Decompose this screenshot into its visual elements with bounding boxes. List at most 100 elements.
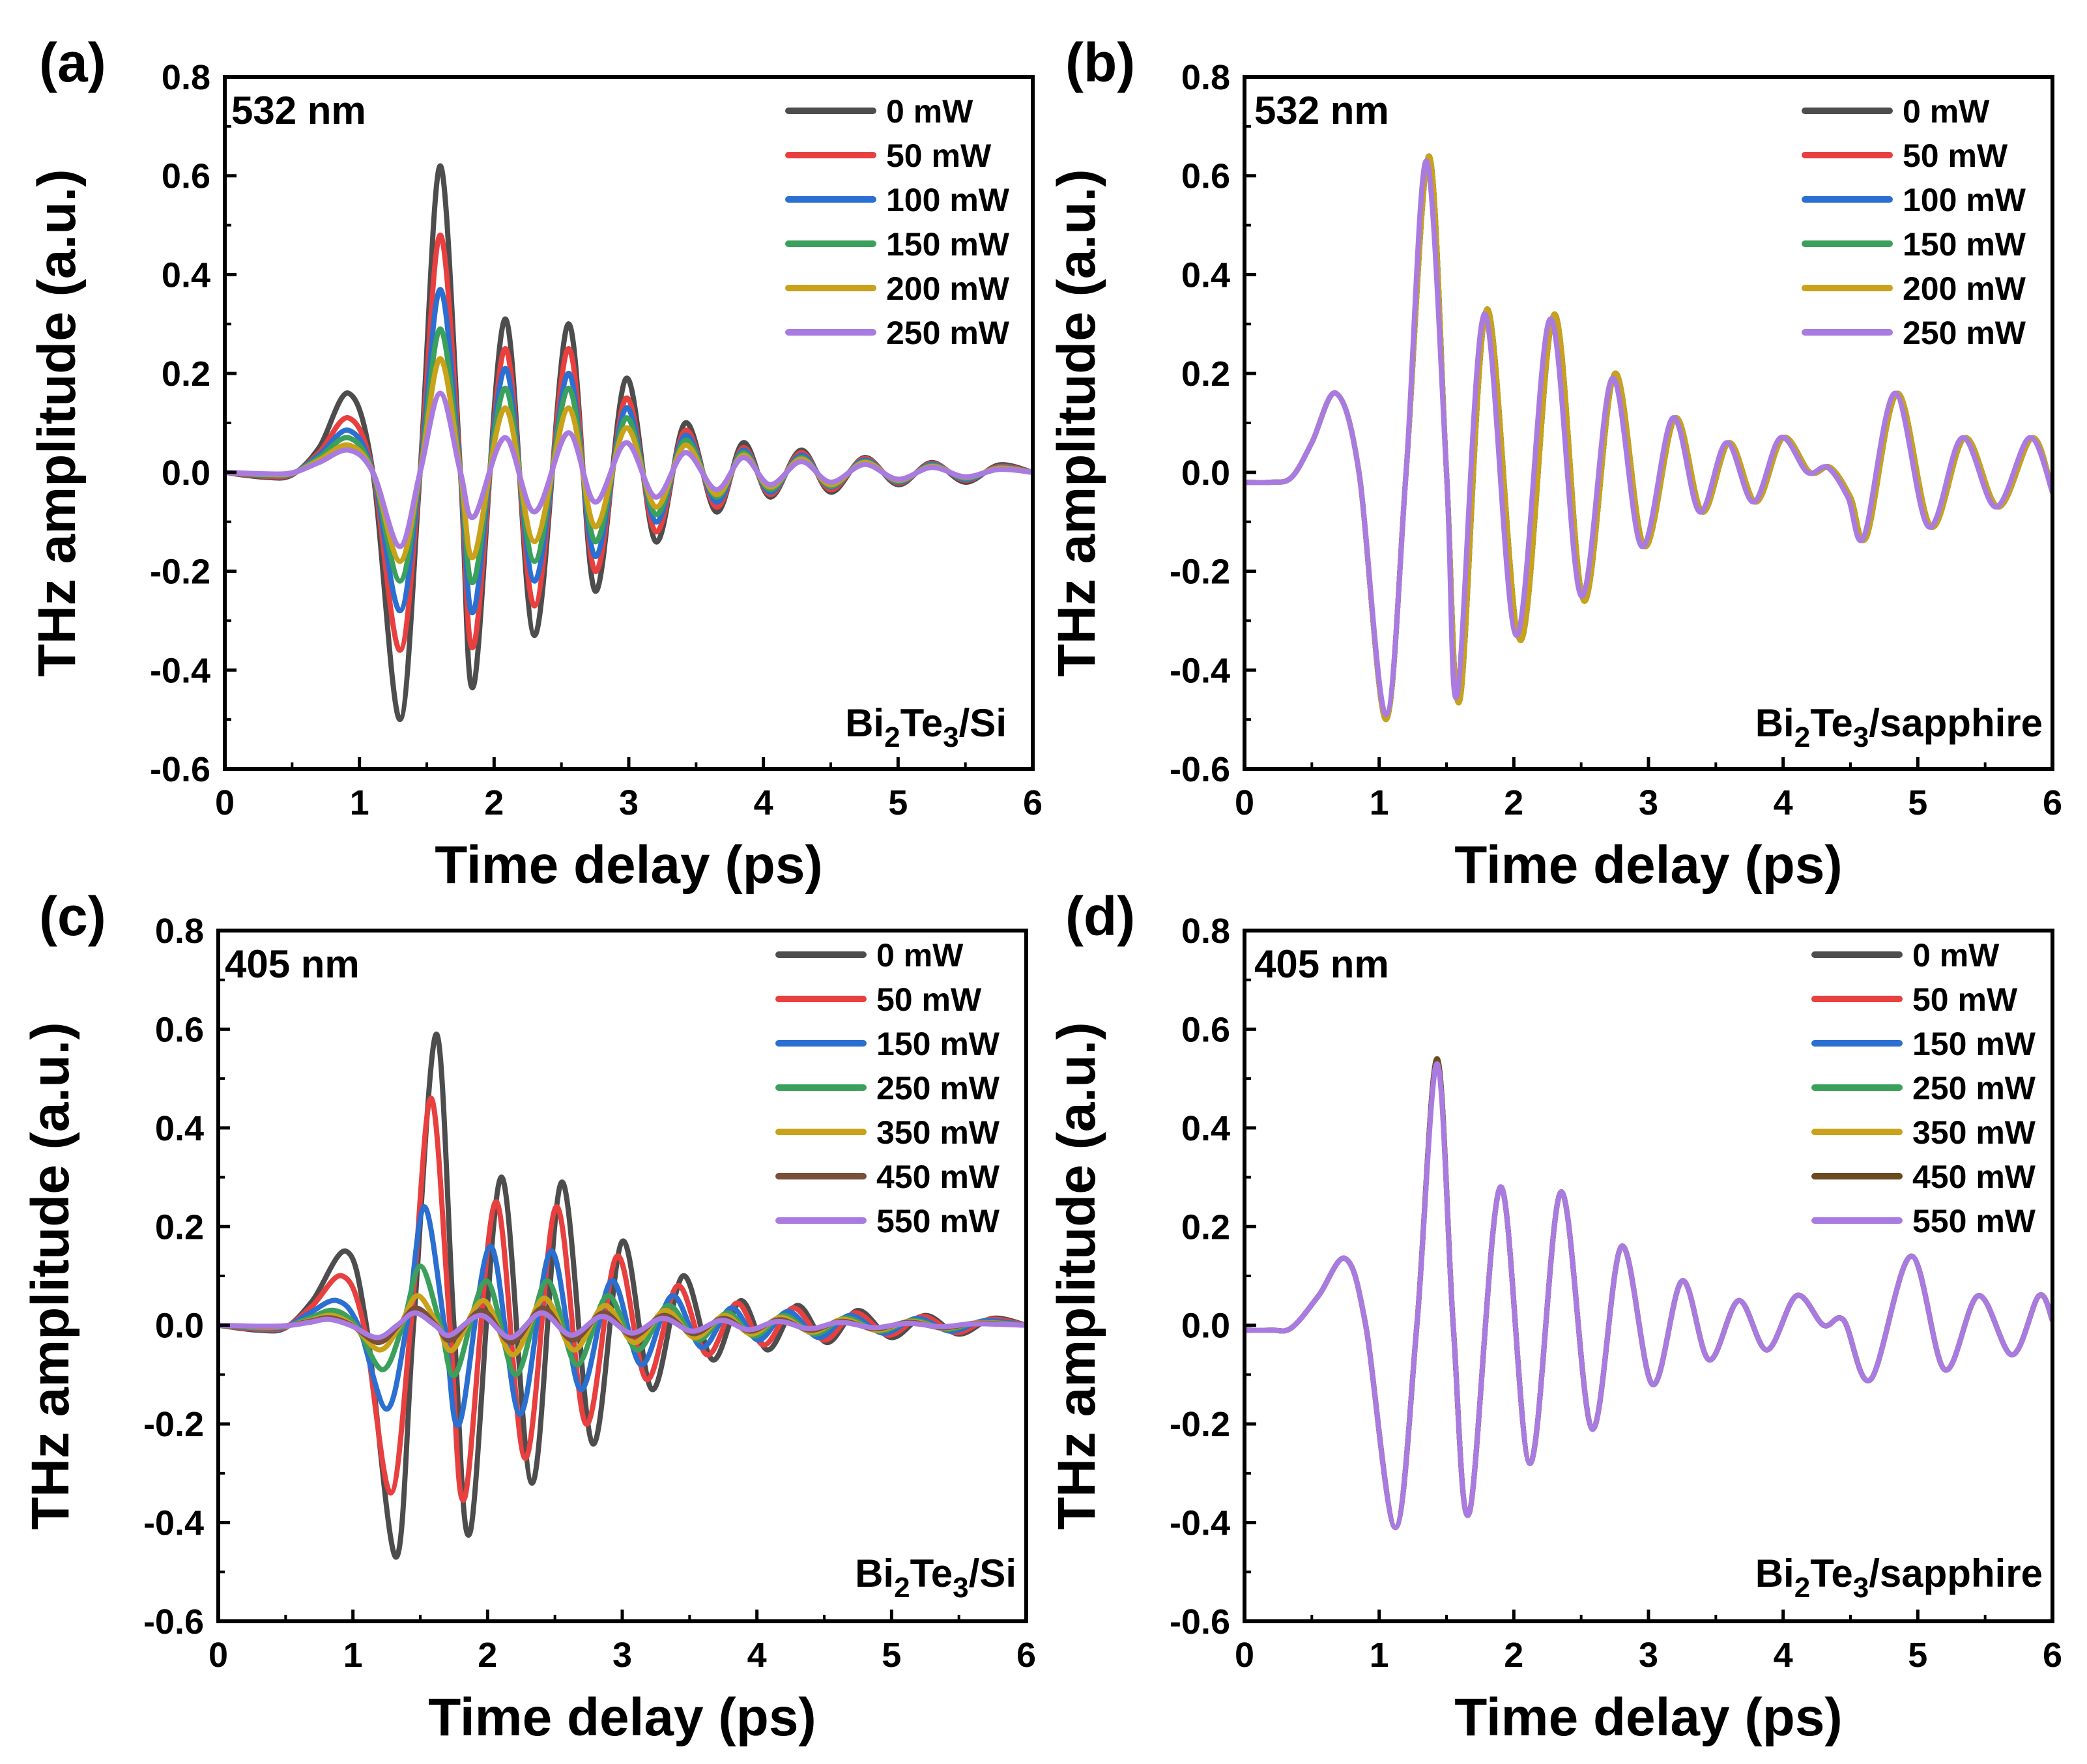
legend-label: 0 mW	[1912, 937, 2000, 974]
legend-label: 100 mW	[1903, 182, 2026, 218]
x-tick-label: 1	[343, 1636, 363, 1675]
x-tick-label: 4	[754, 783, 773, 822]
y-tick-label: -0.2	[1170, 553, 1230, 592]
legend-label: 350 mW	[1912, 1114, 2036, 1151]
series-line	[1245, 1061, 2052, 1531]
sample-label: Bi2Te3/Si	[855, 1552, 1016, 1604]
legend: 0 mW 50 mW 100 mW 150 mW 200 mW 250 mW	[785, 93, 1010, 351]
x-tick-label: 2	[484, 783, 504, 822]
x-tick-label: 5	[882, 1636, 901, 1675]
series-group	[1245, 153, 2052, 723]
legend: 0 mW 50 mW 150 mW 250 mW 350 mW 450 mW 550 mW	[1811, 937, 2036, 1239]
legend-label: 0 mW	[1903, 93, 1990, 130]
x-tick-label: 6	[1023, 783, 1043, 822]
y-tick-label: 0.8	[155, 912, 204, 951]
legend-label: 150 mW	[886, 226, 1010, 263]
y-tick-label: 0.2	[162, 354, 210, 394]
y-tick-label: 0.0	[162, 454, 210, 493]
legend-label: 150 mW	[876, 1026, 1000, 1062]
chart-3: 0 1 2 3 4 5 6 -0.6 -0.4 -0.2 0.0 0.2 0.4 0.6 0.8 Time d…	[1047, 912, 2062, 1747]
series-line	[1245, 158, 2052, 717]
y-tick-label: 0.4	[1181, 1109, 1230, 1148]
legend-label: 50 mW	[886, 137, 992, 174]
x-tick-label: 2	[1504, 1636, 1523, 1675]
sample-label: Bi2Te3/sapphire	[1755, 701, 2043, 753]
x-tick-label: 6	[2043, 783, 2062, 822]
y-tick-label: 0.0	[1181, 454, 1230, 493]
legend-label: 350 mW	[876, 1114, 1000, 1151]
series-line	[225, 326, 1033, 586]
legend-label: 50 mW	[1912, 981, 2018, 1018]
x-axis-title: Time delay (ps)	[428, 1688, 816, 1747]
x-tick-label: 5	[888, 783, 908, 822]
wavelength-label: 532 nm	[231, 89, 366, 132]
panel-a: (a) 532 nm Bi2Te3/Si	[39, 32, 1007, 753]
panel-c: (c) 405 nm Bi2Te3/Si	[39, 886, 1016, 1604]
legend-label: 50 mW	[1903, 137, 2008, 174]
x-tick-label: 2	[478, 1636, 497, 1675]
y-tick-label: -0.6	[150, 750, 210, 789]
y-tick-label: -0.2	[150, 553, 210, 592]
x-tick-label: 4	[1774, 783, 1793, 822]
x-tick-label: 3	[619, 783, 639, 822]
legend-label: 250 mW	[886, 315, 1010, 351]
legend-label: 450 mW	[1912, 1159, 2036, 1195]
series-line	[218, 1204, 1026, 1428]
y-tick-label: 0.2	[1181, 1207, 1230, 1247]
y-tick-label: 0.6	[155, 1010, 204, 1049]
y-tick-label: -0.4	[143, 1504, 204, 1543]
x-tick-label: 1	[1370, 783, 1389, 822]
legend-label: 100 mW	[886, 182, 1010, 218]
y-tick-label: 0.4	[1181, 255, 1230, 295]
y-axis-title: THz amplitude (a.u.)	[21, 1022, 80, 1530]
x-tick-label: 0	[1235, 783, 1254, 822]
y-tick-label: 0.4	[162, 255, 210, 295]
plot-frame	[1243, 75, 2054, 771]
x-tick-label: 0	[215, 783, 235, 822]
panel-b: (b) 532 nm Bi2Te3/sapphire	[1065, 32, 2043, 753]
y-axis-title: THz amplitude (a.u.)	[27, 169, 87, 677]
y-tick-label: 0.8	[1181, 58, 1230, 97]
y-axis-title: THz amplitude (a.u.)	[1047, 169, 1106, 677]
y-axis-title: THz amplitude (a.u.)	[1047, 1022, 1106, 1530]
x-tick-label: 3	[1639, 1636, 1658, 1675]
y-tick-label: -0.2	[143, 1405, 204, 1444]
series-group	[225, 163, 1033, 723]
x-tick-label: 0	[1235, 1636, 1254, 1675]
y-tick-label: -0.2	[1170, 1405, 1230, 1444]
y-tick-label: -0.6	[1170, 750, 1230, 789]
y-tick-label: -0.4	[1170, 1504, 1230, 1543]
series-line	[225, 390, 1033, 549]
x-tick-label: 0	[209, 1636, 228, 1675]
legend-label: 250 mW	[1903, 315, 2026, 351]
series-line	[218, 1310, 1026, 1340]
wavelength-label: 405 nm	[225, 942, 360, 986]
panel-label: (c)	[39, 886, 106, 947]
series-line	[218, 1095, 1026, 1503]
y-tick-label: -0.6	[1170, 1602, 1230, 1641]
legend-label: 0 mW	[876, 937, 964, 974]
x-tick-label: 2	[1504, 783, 1523, 822]
legend-label: 200 mW	[1903, 270, 2026, 307]
legend-label: 50 mW	[876, 981, 982, 1018]
x-tick-label: 6	[2043, 1636, 2062, 1675]
legend-label: 150 mW	[1912, 1026, 2036, 1062]
y-tick-label: -0.4	[1170, 651, 1230, 690]
legend-label: 550 mW	[876, 1203, 1000, 1239]
x-axis-title: Time delay (ps)	[1454, 835, 1842, 895]
x-tick-label: 4	[747, 1636, 767, 1675]
chart-1: 0 1 2 3 4 5 6 -0.6 -0.4 -0.2 0.0 0.2 0.4 0.6 0.8 Time d…	[1047, 58, 2062, 895]
panel-label: (d)	[1065, 886, 1135, 947]
legend-label: 200 mW	[886, 270, 1010, 307]
x-axis-title: Time delay (ps)	[1454, 1688, 1842, 1747]
y-tick-label: 0.6	[1181, 157, 1230, 196]
x-tick-label: 5	[1908, 783, 1927, 822]
legend: 0 mW 50 mW 100 mW 150 mW 200 mW 250 mW	[1802, 93, 2026, 351]
y-tick-label: 0.0	[155, 1307, 204, 1346]
wavelength-label: 532 nm	[1254, 89, 1389, 132]
x-tick-label: 3	[1639, 783, 1658, 822]
y-tick-label: -0.4	[150, 651, 210, 690]
y-tick-label: 0.6	[162, 157, 210, 196]
series-group	[218, 1032, 1026, 1560]
